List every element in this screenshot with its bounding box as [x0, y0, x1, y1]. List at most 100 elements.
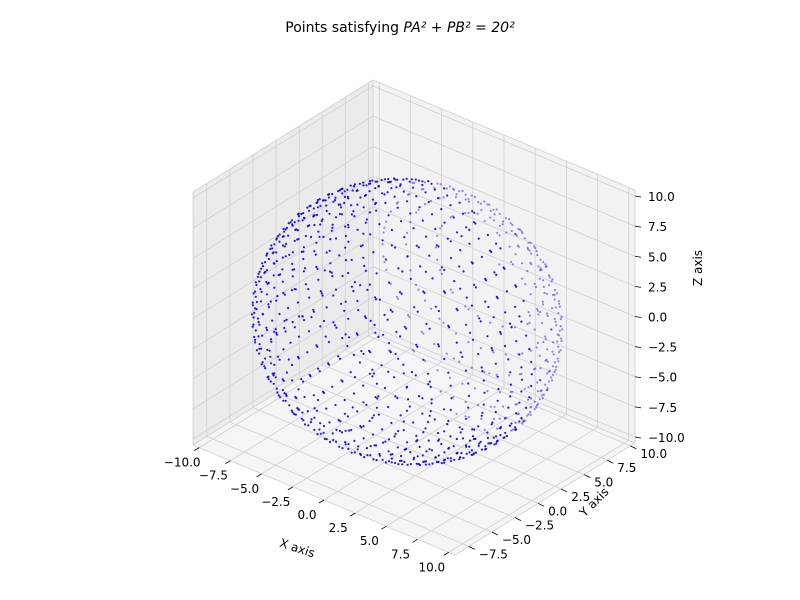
data-point	[424, 270, 427, 273]
data-point	[408, 192, 411, 196]
data-point	[442, 290, 446, 293]
data-point	[460, 452, 463, 455]
x-tick-label: −10.0	[164, 456, 201, 470]
data-point	[417, 246, 420, 249]
data-point	[359, 245, 362, 248]
data-point	[405, 447, 408, 451]
data-point	[423, 181, 427, 184]
data-point	[423, 359, 427, 363]
data-point	[518, 401, 521, 404]
data-point	[276, 295, 279, 298]
data-point	[542, 393, 545, 396]
data-point	[254, 341, 257, 344]
data-point	[464, 305, 467, 308]
grid-line-x	[448, 440, 630, 553]
data-point	[356, 410, 359, 413]
data-point	[515, 412, 518, 415]
data-point	[334, 216, 338, 219]
data-point	[395, 186, 398, 189]
data-point	[422, 431, 425, 434]
data-point	[312, 308, 315, 311]
data-point	[317, 230, 320, 233]
data-point	[449, 256, 453, 260]
grid-line-y	[252, 407, 516, 519]
data-point	[319, 432, 322, 435]
data-point	[517, 412, 521, 415]
data-point	[281, 280, 284, 283]
data-point	[520, 416, 523, 420]
data-point	[265, 254, 268, 257]
data-point	[503, 417, 507, 420]
data-point	[520, 230, 523, 233]
data-points	[250, 177, 564, 467]
data-point	[480, 366, 483, 369]
data-point	[546, 312, 549, 315]
data-point	[412, 186, 415, 189]
data-point	[443, 357, 446, 361]
data-point	[551, 293, 555, 297]
data-point	[455, 412, 458, 415]
data-point	[340, 206, 343, 209]
data-point	[484, 300, 487, 303]
data-point	[349, 371, 352, 374]
z-tick-mark	[634, 225, 642, 228]
data-point	[271, 252, 274, 255]
data-point	[542, 340, 545, 344]
data-point	[449, 435, 452, 438]
data-point	[266, 252, 269, 255]
data-point	[497, 387, 500, 391]
data-point	[501, 223, 504, 226]
data-point	[387, 405, 390, 409]
data-point	[520, 390, 523, 393]
data-point	[260, 363, 263, 366]
data-point	[556, 292, 559, 295]
data-point	[390, 457, 393, 460]
data-point	[269, 380, 272, 383]
data-point	[269, 300, 272, 303]
data-point	[558, 350, 561, 354]
data-point	[250, 313, 253, 316]
data-point	[331, 226, 334, 229]
grid-line-z	[372, 85, 636, 197]
data-point	[467, 416, 471, 419]
data-point	[371, 179, 374, 182]
data-point	[486, 335, 489, 338]
data-point	[504, 431, 507, 434]
data-point	[474, 222, 477, 225]
data-point	[310, 418, 313, 421]
data-point	[289, 341, 292, 344]
data-point	[508, 374, 511, 377]
data-point	[553, 298, 556, 301]
data-point	[412, 227, 415, 230]
data-point	[315, 213, 319, 217]
data-point	[411, 181, 414, 184]
data-point	[271, 372, 274, 375]
data-point	[440, 266, 443, 269]
data-point	[272, 382, 275, 385]
data-point	[302, 250, 305, 253]
data-point	[518, 315, 521, 318]
data-point	[415, 343, 418, 346]
data-point	[314, 253, 317, 256]
data-point	[258, 323, 261, 326]
data-point	[409, 269, 412, 272]
data-point	[471, 435, 475, 438]
data-point	[279, 396, 282, 399]
data-point	[544, 338, 547, 341]
data-point	[402, 420, 405, 423]
data-point	[451, 291, 454, 294]
grid-line-x	[386, 413, 567, 527]
data-point	[436, 182, 439, 185]
data-point	[467, 406, 470, 409]
data-point	[538, 354, 541, 357]
data-point	[257, 335, 260, 338]
grid-line-z	[192, 145, 374, 259]
data-point	[504, 217, 507, 220]
data-point	[521, 262, 524, 265]
data-point	[498, 417, 501, 420]
data-point	[518, 420, 521, 423]
data-point	[507, 406, 510, 409]
data-point	[388, 460, 391, 463]
data-point	[350, 285, 353, 288]
data-point	[282, 291, 285, 294]
